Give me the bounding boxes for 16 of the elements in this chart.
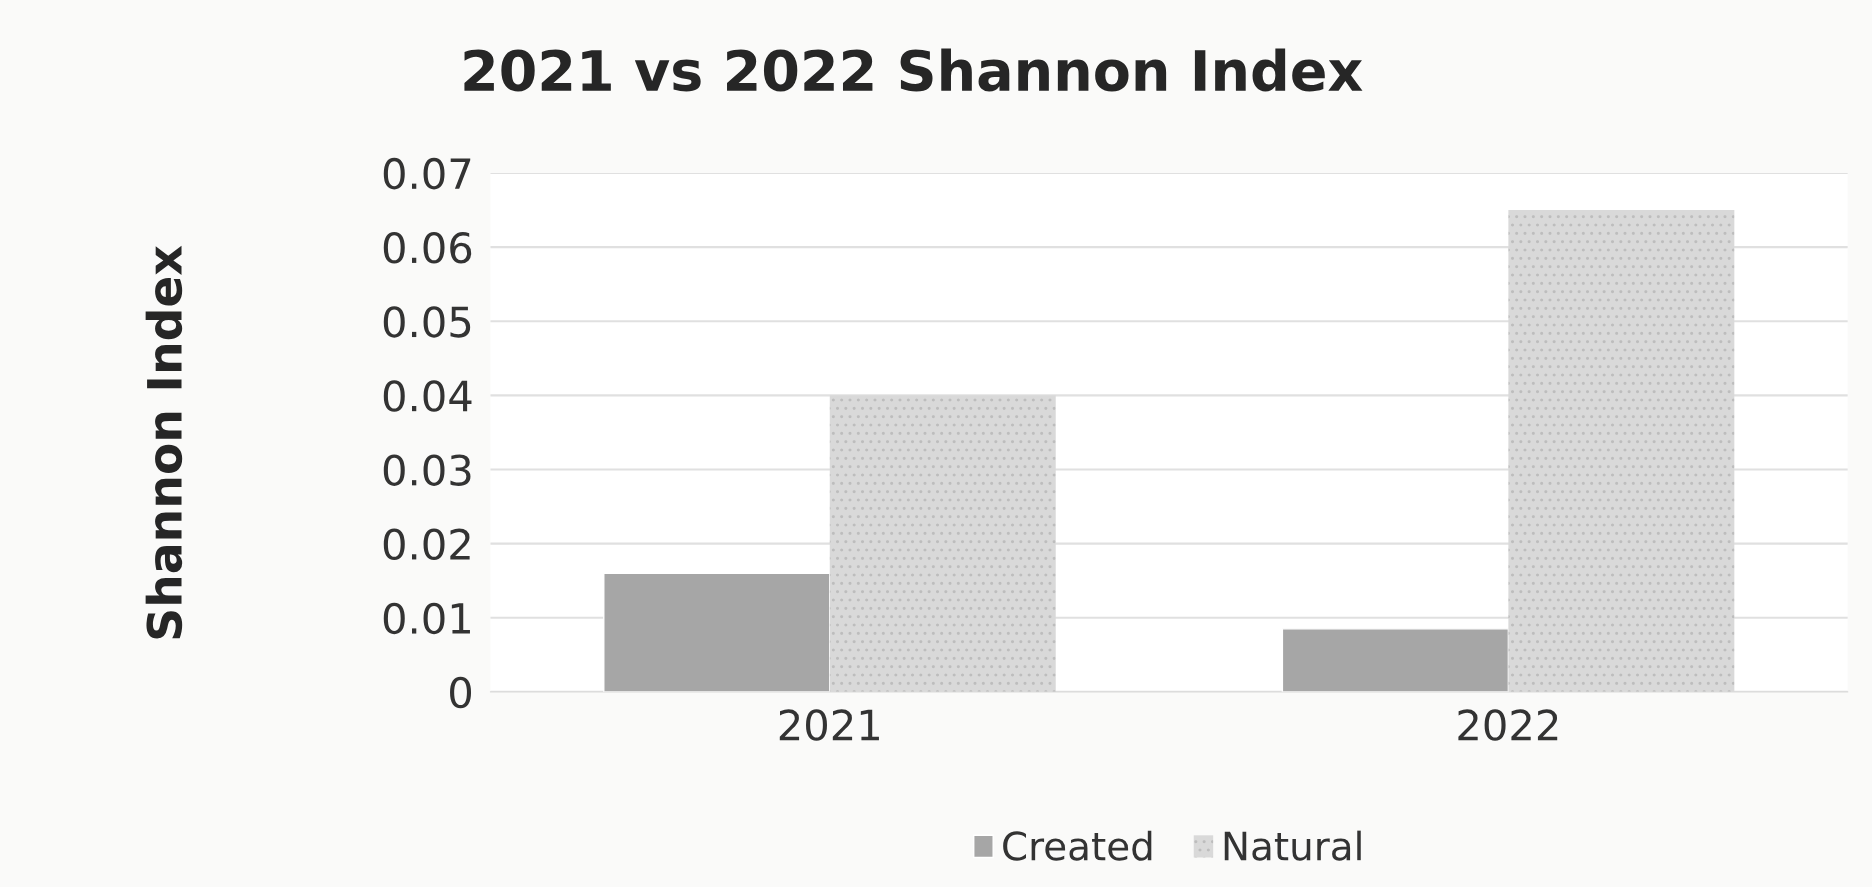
legend-label: Created <box>1003 830 1152 861</box>
y-tick-label: 0.01 <box>383 602 470 635</box>
y-tick-label: 0.05 <box>383 306 471 338</box>
y-tick-label: 0.06 <box>383 232 472 264</box>
y-axis-title: Shannon Index <box>145 245 183 639</box>
x-tick-label: 2021 <box>779 709 879 741</box>
legend-label: Natural <box>1224 830 1361 861</box>
y-tick-label: 0.02 <box>383 528 470 561</box>
y-tick-label: 0.03 <box>383 454 471 486</box>
y-tick-label: 0.07 <box>383 157 471 190</box>
y-tick-label: 0.04 <box>383 380 472 412</box>
chart-title: 2021 vs 2022 Shannon Index <box>464 48 1363 92</box>
x-tick-label: 2022 <box>1458 709 1558 741</box>
bar <box>1508 210 1735 692</box>
bar <box>829 395 1056 692</box>
y-tick-label: 0 <box>450 676 472 709</box>
